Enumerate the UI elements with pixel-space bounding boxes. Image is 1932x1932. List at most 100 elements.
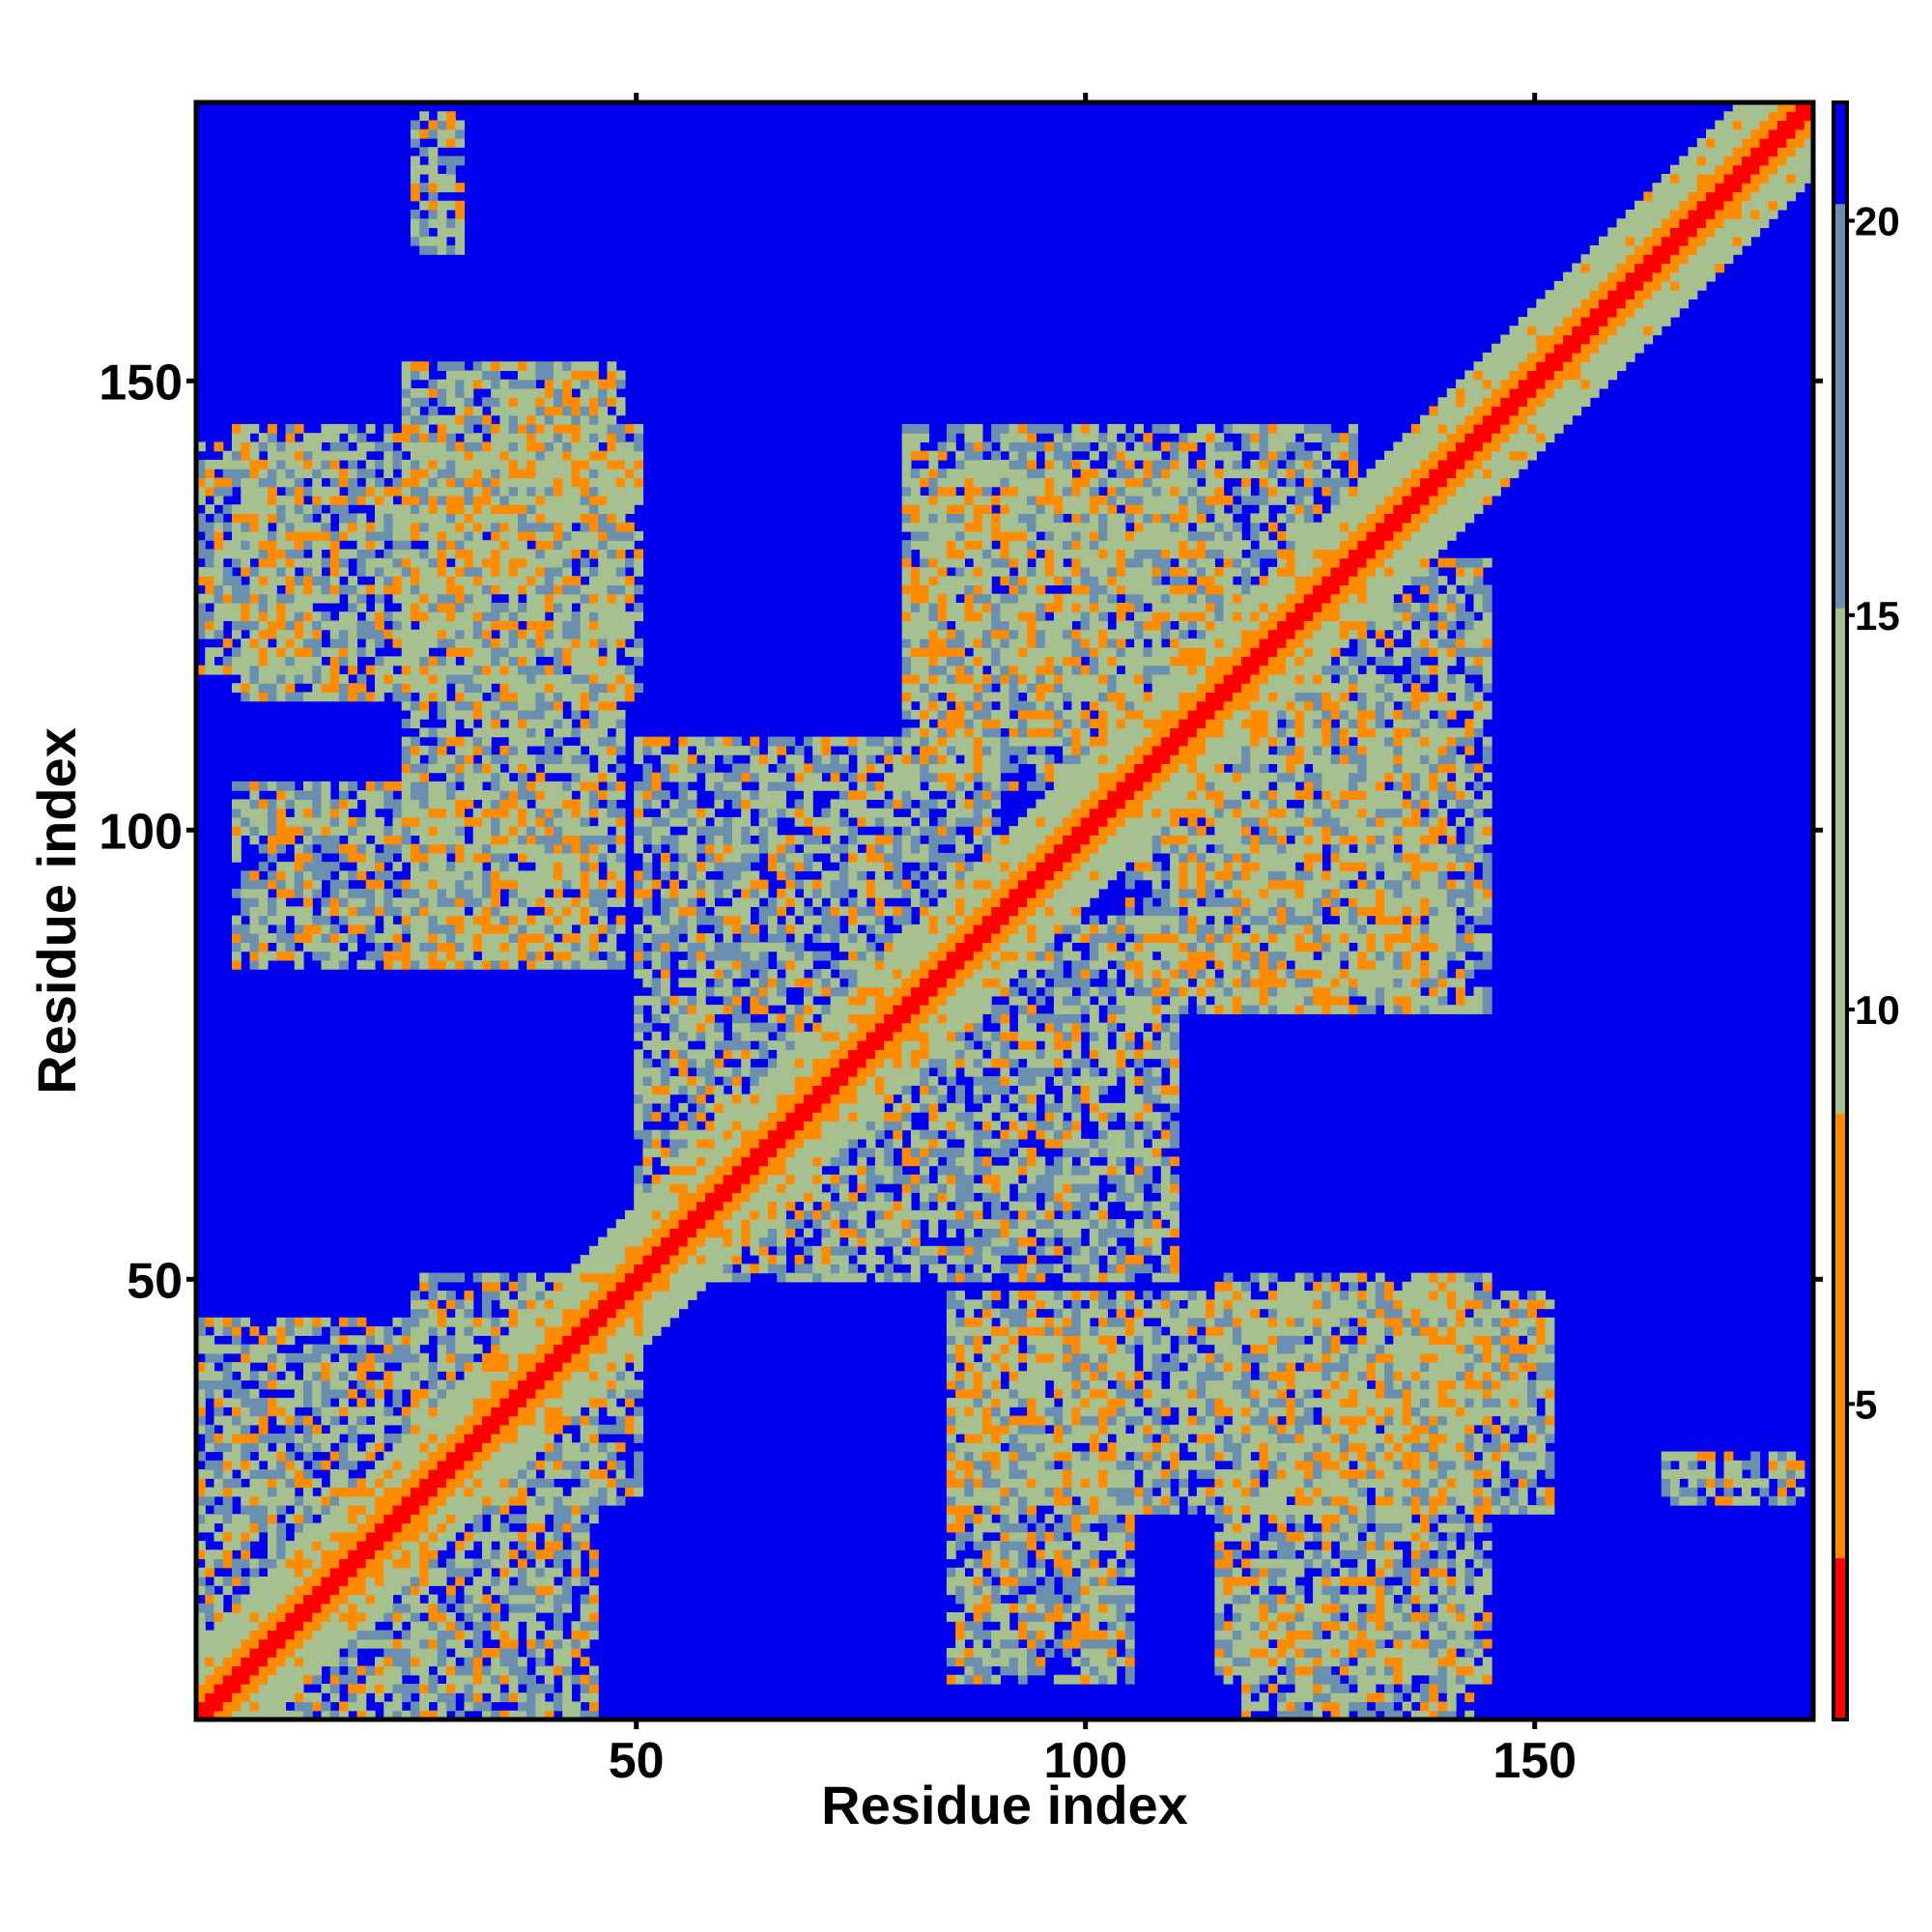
heatmap-cell — [509, 1425, 519, 1435]
heatmap-cell — [705, 746, 715, 755]
heatmap-cell — [285, 496, 295, 505]
heatmap-cell — [285, 1657, 295, 1666]
heatmap-cell — [473, 584, 483, 594]
heatmap-cell — [518, 549, 527, 558]
heatmap-cell — [571, 1380, 581, 1390]
heatmap-cell — [464, 1389, 473, 1399]
heatmap-cell — [554, 1425, 563, 1435]
heatmap-cell — [535, 639, 545, 648]
heatmap-cell — [276, 567, 286, 577]
heatmap-cell — [285, 933, 295, 943]
heatmap-cell — [356, 1666, 366, 1676]
heatmap-cell — [491, 1496, 500, 1506]
heatmap-cell — [321, 1559, 330, 1569]
heatmap-cell — [589, 1684, 599, 1693]
heatmap-cell — [616, 674, 626, 684]
heatmap-cell — [392, 451, 402, 461]
heatmap-cell — [330, 460, 340, 469]
heatmap-cell — [276, 603, 286, 612]
heatmap-cell — [446, 942, 456, 952]
heatmap-cell — [276, 826, 286, 836]
heatmap-cell — [535, 889, 545, 898]
heatmap-cell — [669, 1148, 679, 1157]
heatmap-cell — [642, 1103, 652, 1113]
heatmap-cell — [295, 666, 304, 675]
heatmap-cell — [714, 1192, 724, 1202]
heatmap-cell — [366, 817, 376, 827]
heatmap-cell — [696, 1013, 706, 1023]
heatmap-cell — [455, 630, 465, 639]
heatmap-cell — [589, 1299, 599, 1309]
heatmap-cell — [491, 549, 500, 558]
heatmap-cell — [205, 584, 214, 594]
heatmap-cell — [535, 933, 545, 943]
heatmap-cell — [724, 1273, 733, 1283]
heatmap-cell — [634, 611, 643, 621]
heatmap-cell — [598, 737, 608, 747]
heatmap-cell — [455, 710, 465, 720]
heatmap-cell — [356, 540, 366, 550]
heatmap-cell — [482, 584, 492, 594]
heatmap-cell — [696, 1067, 706, 1077]
heatmap-cell — [509, 424, 519, 434]
heatmap-cell — [392, 1398, 402, 1407]
heatmap-cell — [696, 870, 706, 880]
heatmap-cell — [348, 630, 357, 639]
heatmap-cell — [214, 1326, 224, 1336]
heatmap-cell — [652, 952, 662, 961]
heatmap-cell — [464, 1345, 473, 1354]
heatmap-cell — [634, 656, 643, 666]
heatmap-cell — [499, 1469, 509, 1479]
heatmap-cell — [455, 1568, 465, 1577]
heatmap-cell — [491, 1488, 500, 1497]
heatmap-cell — [402, 620, 412, 630]
heatmap-cell — [678, 835, 688, 844]
heatmap-cell — [581, 1416, 590, 1426]
heatmap-cell — [446, 880, 456, 890]
heatmap-cell — [312, 889, 322, 898]
heatmap-cell — [518, 1273, 527, 1283]
heatmap-cell — [652, 924, 662, 934]
heatmap-cell — [545, 567, 554, 577]
heatmap-cell — [696, 1156, 706, 1166]
heatmap-cell — [688, 1032, 697, 1041]
heatmap-cell — [634, 835, 643, 844]
heatmap-cell — [589, 666, 599, 675]
heatmap-cell — [518, 942, 527, 952]
heatmap-cell — [491, 1559, 500, 1569]
heatmap-cell — [616, 549, 626, 558]
heatmap-cell — [455, 523, 465, 532]
heatmap-cell — [724, 1255, 733, 1264]
heatmap-cell — [705, 1192, 715, 1202]
heatmap-cell — [589, 790, 599, 800]
heatmap-cell — [392, 924, 402, 934]
heatmap-cell — [419, 952, 429, 961]
heatmap-cell — [545, 870, 554, 880]
heatmap-cell — [411, 933, 420, 943]
heatmap-cell — [356, 790, 366, 800]
heatmap-cell — [446, 1362, 456, 1372]
heatmap-cell — [634, 1219, 643, 1229]
heatmap-cell — [518, 406, 527, 415]
heatmap-cell — [330, 942, 340, 952]
heatmap-cell — [428, 1488, 438, 1497]
heatmap-cell — [366, 647, 376, 657]
heatmap-cell — [642, 1309, 652, 1319]
heatmap-cell — [598, 790, 608, 800]
heatmap-cell — [402, 1692, 412, 1702]
heatmap-cell — [535, 754, 545, 764]
heatmap-cell — [268, 611, 277, 621]
heatmap-cell — [491, 1362, 500, 1372]
heatmap-cell — [714, 1094, 724, 1104]
heatmap-cell — [499, 1585, 509, 1595]
heatmap-cell — [259, 1335, 269, 1345]
heatmap-cell — [366, 1452, 376, 1462]
heatmap-cell — [589, 897, 599, 907]
heatmap-cell — [339, 639, 349, 648]
heatmap-cell — [491, 388, 500, 398]
heatmap-cell — [509, 790, 519, 800]
heatmap-cell — [696, 1076, 706, 1086]
heatmap-cell — [241, 433, 250, 442]
heatmap-cell — [482, 1452, 492, 1462]
heatmap-cell — [526, 1568, 536, 1577]
